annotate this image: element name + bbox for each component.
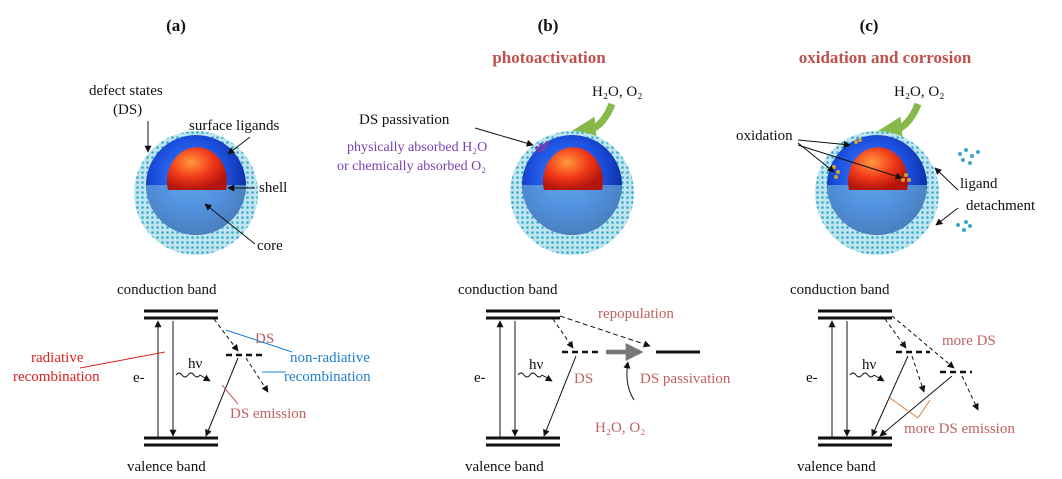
photon-squiggle-a [175,372,201,378]
reactants-label-b-bottom: H₂O, O₂ [595,420,645,436]
oxidation-corrosion-heading: oxidation and corrosion [799,48,972,67]
green-arrow-b [568,102,616,145]
panel-c-label: (c) [860,16,879,35]
shell-label: shell [259,180,287,196]
non-radiative-recombination-label: recombination [284,369,371,385]
ligand-label: ligand [960,176,998,192]
reactants-label-b: H₂O, O₂ [592,84,642,100]
quantum-dot-b [510,131,634,255]
electron-label-a: e- [133,370,145,386]
green-arrow-c [874,102,922,145]
core-label: core [257,238,283,254]
ds-passivation-label: DS passivation [640,371,731,387]
reactants-label-c: H₂O, O₂ [894,84,944,100]
quantum-dot-c [815,131,939,255]
more-ds-emission-label: more DS emission [904,421,1015,437]
ds-label-a: DS [255,331,274,347]
photon-squiggle-c [849,372,875,378]
ds-passivation-top-label: DS passivation [359,112,450,128]
physically-absorbed-label: physically absorbed H₂O [347,140,487,155]
chemically-absorbed-label: or chemically absorbed O₂ [337,159,486,174]
electron-label-b: e- [474,370,486,386]
conduction-band-label-c: conduction band [790,282,890,298]
non-radiative-label: non-radiative [290,350,370,366]
defect-states-label: defect states [89,83,163,99]
electron-label-c: e- [806,370,818,386]
detachment-label: detachment [966,198,1036,214]
detached-ligands [956,148,980,232]
recombination-label-a: recombination [13,369,100,385]
ds-emission-label: DS emission [230,406,307,422]
radiative-label: radiative [31,350,84,366]
conduction-band-label-a: conduction band [117,282,217,298]
panel-a: (a) defect states (DS) surface ligands s… [13,16,371,475]
hv-label-c: hν [862,357,877,373]
hv-label-a: hν [188,356,203,372]
quantum-dot-a [134,131,258,255]
panel-c: (c) oxidation and corrosion H₂O, O₂ oxid… [736,16,1036,475]
conduction-band-label-b: conduction band [458,282,558,298]
valence-band-label-b: valence band [465,459,544,475]
photon-squiggle-b [517,372,543,378]
ds-label-b: DS [574,371,593,387]
defect-states-abbrev: (DS) [113,102,142,118]
repopulation-label: repopulation [598,306,674,322]
more-ds-label: more DS [942,333,996,349]
valence-band-label-c: valence band [797,459,876,475]
photoactivation-heading: photoactivation [492,48,606,67]
panel-b: (b) photoactivation H₂O, O₂ DS passivati… [337,16,731,475]
surface-ligands-label: surface ligands [189,118,280,134]
oxidation-label: oxidation [736,128,793,144]
valence-band-label-a: valence band [127,459,206,475]
panel-b-label: (b) [538,16,559,35]
hv-label-b: hν [529,357,544,373]
panel-a-label: (a) [166,16,186,35]
